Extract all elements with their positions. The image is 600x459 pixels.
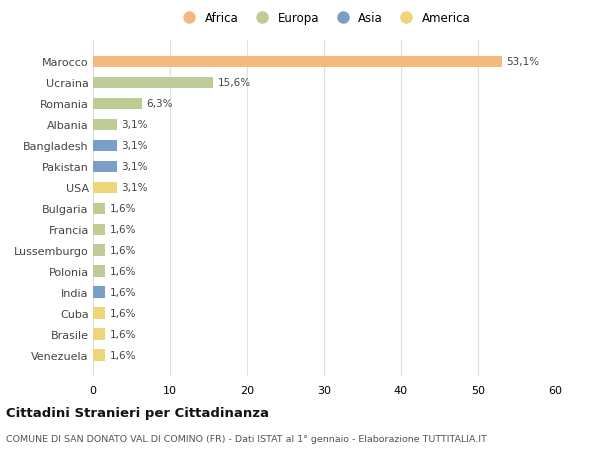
Text: 1,6%: 1,6% (110, 288, 136, 297)
Bar (93, 161, 117, 173)
Text: 3,1%: 3,1% (121, 141, 148, 151)
Text: 1,6%: 1,6% (110, 246, 136, 256)
Text: 3,1%: 3,1% (121, 120, 148, 130)
Legend: Africa, Europa, Asia, America: Africa, Europa, Asia, America (173, 7, 475, 29)
Bar (93, 287, 106, 298)
Bar (93, 350, 106, 361)
Text: 1,6%: 1,6% (110, 225, 136, 235)
Text: 1,6%: 1,6% (110, 267, 136, 277)
Text: COMUNE DI SAN DONATO VAL DI COMINO (FR) - Dati ISTAT al 1° gennaio - Elaborazion: COMUNE DI SAN DONATO VAL DI COMINO (FR) … (6, 434, 487, 443)
Bar (93, 182, 117, 194)
Text: 53,1%: 53,1% (506, 57, 539, 67)
Text: 1,6%: 1,6% (110, 308, 136, 319)
Bar (93, 308, 106, 319)
Bar (93, 119, 117, 131)
Text: 3,1%: 3,1% (121, 183, 148, 193)
Text: 15,6%: 15,6% (218, 78, 251, 88)
Text: 1,6%: 1,6% (110, 350, 136, 360)
Bar (93, 56, 502, 68)
Bar (93, 266, 106, 277)
Text: Cittadini Stranieri per Cittadinanza: Cittadini Stranieri per Cittadinanza (6, 406, 269, 419)
Bar (93, 78, 213, 89)
Bar (93, 98, 142, 110)
Bar (93, 203, 106, 215)
Bar (93, 224, 106, 235)
Text: 6,3%: 6,3% (146, 99, 173, 109)
Bar (93, 329, 106, 340)
Text: 3,1%: 3,1% (121, 162, 148, 172)
Text: 1,6%: 1,6% (110, 204, 136, 214)
Bar (93, 140, 117, 152)
Text: 1,6%: 1,6% (110, 330, 136, 340)
Bar (93, 245, 106, 257)
